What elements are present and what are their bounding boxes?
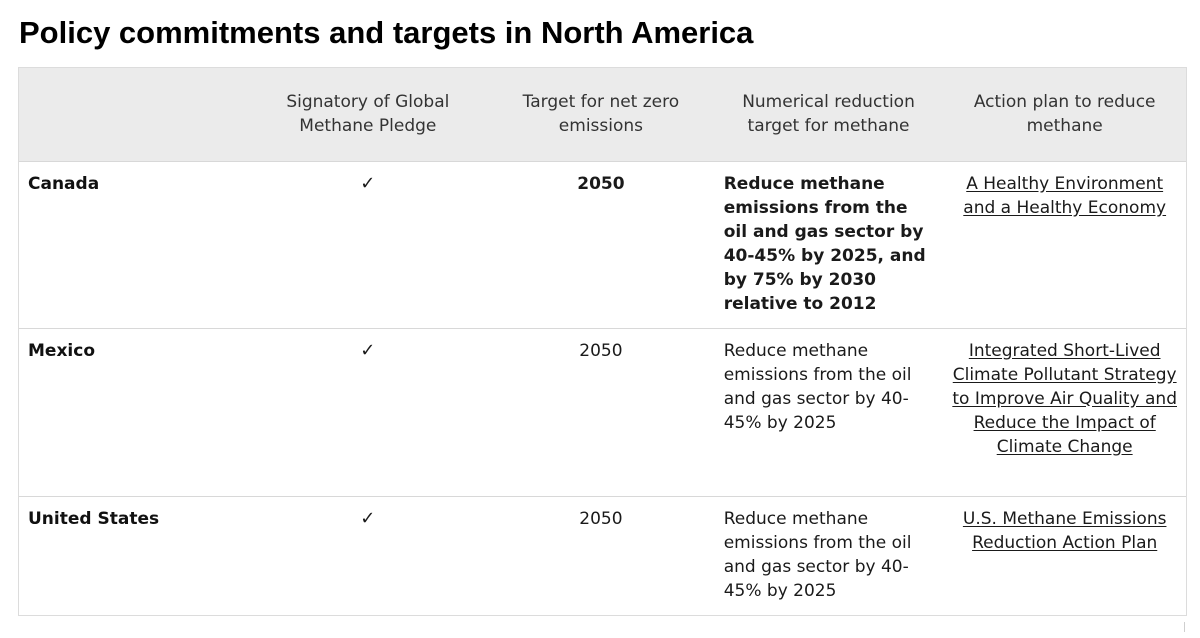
methane-target-text: Reduce methane emissions from the oil an…: [713, 495, 944, 615]
header-country: [19, 68, 248, 161]
checkmark-icon: ✓: [247, 495, 489, 615]
net-zero-year: 2050: [488, 327, 714, 496]
header-action-plan: Action plan to reduce methane: [973, 92, 1156, 137]
checkmark-icon: ✓: [247, 327, 489, 496]
divider: [1184, 622, 1185, 632]
methane-target-text: Reduce methane emissions from the oil an…: [713, 327, 944, 496]
action-plan-cell: A Healthy Environment and a Healthy Econ…: [943, 160, 1186, 328]
action-plan-cell: Integrated Short-Lived Climate Pollutant…: [943, 327, 1186, 496]
policy-table-container: Signatory of Global Methane Pledge Targe…: [18, 67, 1187, 616]
table-row-united-states: United States ✓ 2050 Reduce methane emis…: [19, 495, 1186, 615]
table-row-mexico: Mexico ✓ 2050 Reduce methane emissions f…: [19, 327, 1186, 496]
country-cell: United States: [19, 495, 248, 615]
table-header: Signatory of Global Methane Pledge Targe…: [19, 68, 1186, 161]
header-pledge: Signatory of Global Methane Pledge: [286, 92, 450, 137]
table-row-canada: Canada ✓ 2050 Reduce methane emissions f…: [19, 160, 1186, 328]
policy-table: Signatory of Global Methane Pledge Targe…: [19, 68, 1186, 615]
action-plan-link[interactable]: Integrated Short-Lived Climate Pollutant…: [952, 340, 1177, 457]
page-title: Policy commitments and targets in North …: [19, 15, 754, 50]
country-cell: Canada: [19, 160, 248, 328]
net-zero-year: 2050: [488, 160, 714, 328]
methane-target-text: Reduce methane emissions from the oil an…: [713, 160, 944, 328]
action-plan-cell: U.S. Methane Emissions Reduction Action …: [943, 495, 1186, 615]
header-methane-target: Numerical reduction target for methane: [742, 92, 915, 137]
header-net-zero: Target for net zero emissions: [522, 92, 680, 137]
action-plan-link[interactable]: U.S. Methane Emissions Reduction Action …: [962, 508, 1167, 553]
checkmark-icon: ✓: [247, 160, 489, 328]
action-plan-link[interactable]: A Healthy Environment and a Healthy Econ…: [963, 173, 1167, 218]
country-cell: Mexico: [19, 327, 248, 496]
net-zero-year: 2050: [488, 495, 714, 615]
